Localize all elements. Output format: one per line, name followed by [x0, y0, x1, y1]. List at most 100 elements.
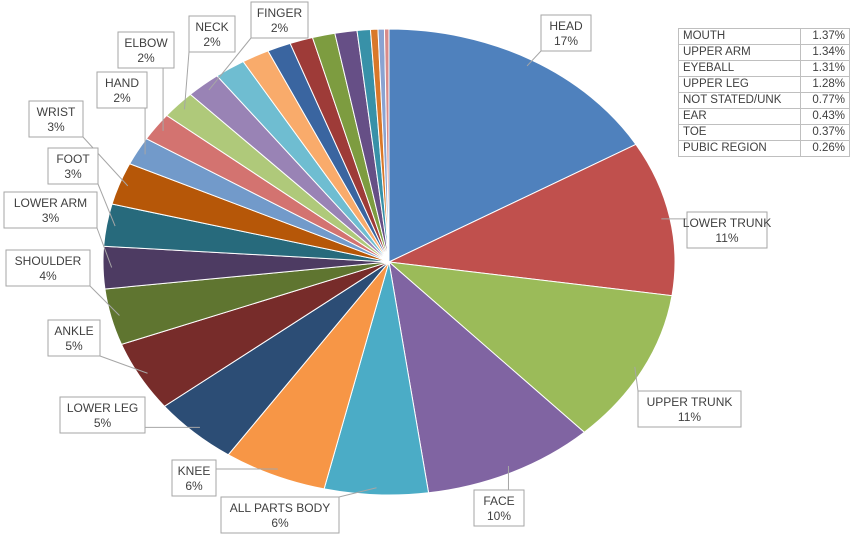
data-label-value: 6% — [185, 479, 203, 493]
table-row-ear: EAR 0.43% — [677, 108, 850, 125]
data-label-category: LOWER LEG — [67, 401, 138, 415]
data-label-category: HAND — [105, 76, 139, 90]
data-label-category: ELBOW — [124, 36, 168, 50]
leader-line-all-parts-body — [338, 487, 377, 498]
table-cell-label: UPPER LEG — [677, 76, 802, 93]
data-label-box — [637, 390, 742, 428]
table-cell-label: UPPER ARM — [677, 44, 802, 61]
data-label-category: WRIST — [37, 105, 76, 119]
table-row-mouth: MOUTH 1.37% — [677, 28, 850, 45]
table-cell-value: 0.77% — [800, 92, 850, 109]
data-label-value: 2% — [113, 91, 131, 105]
data-label-box — [540, 14, 592, 52]
pie-slices — [102, 28, 676, 496]
pie-slice-pubic-region — [383, 28, 390, 263]
table-cell-value: 1.31% — [800, 60, 850, 77]
data-label-box — [5, 249, 91, 287]
pie-slice-head — [388, 28, 637, 263]
leader-line-finger — [208, 37, 252, 91]
data-label-value: 5% — [94, 416, 112, 430]
pie-slice-lower-trunk — [387, 143, 676, 297]
data-label-category: UPPER TRUNK — [647, 395, 733, 409]
leader-line-head — [526, 50, 542, 67]
data-label-value: 2% — [271, 21, 289, 35]
table-row-not-stated-unk: NOT STATED/UNK 0.77% — [677, 92, 850, 109]
small-values-table: MOUTH 1.37% UPPER ARM 1.34% EYEBALL 1.31% UPPE… — [677, 28, 850, 157]
data-label-value: 6% — [271, 516, 289, 530]
data-label-value: 17% — [554, 34, 578, 48]
data-label-box — [47, 147, 99, 185]
data-label-category: ALL PARTS BODY — [230, 501, 330, 515]
data-label-box — [220, 496, 340, 534]
leader-line-shoulder — [89, 285, 120, 316]
data-label-category: SHOULDER — [15, 254, 82, 268]
leader-line-foot — [97, 183, 116, 227]
data-label-category: ANKLE — [54, 324, 93, 338]
table-cell-label: NOT STATED/UNK — [677, 92, 802, 109]
leader-line-wrist — [82, 136, 129, 187]
table-cell-value: 1.37% — [800, 28, 850, 45]
leader-line-lower-arm — [96, 227, 113, 268]
table-row-upper-leg: UPPER LEG 1.28% — [677, 76, 850, 93]
table-cell-value: 1.28% — [800, 76, 850, 93]
data-label-value: 3% — [42, 211, 60, 225]
table-cell-label: TOE — [677, 124, 802, 141]
data-label-box — [473, 489, 525, 527]
leader-line-neck — [183, 51, 190, 110]
data-label-category: FINGER — [257, 6, 303, 20]
data-label-box — [59, 396, 146, 434]
data-label-value: 4% — [39, 269, 57, 283]
data-label-box — [28, 100, 84, 138]
table-row-upper-arm: UPPER ARM 1.34% — [677, 44, 850, 61]
data-label-box — [96, 71, 148, 109]
table-cell-label: EYEBALL — [677, 60, 802, 77]
data-label-value: 3% — [64, 167, 82, 181]
data-label-box — [686, 211, 768, 249]
data-label-value: 10% — [487, 509, 511, 523]
data-label-box — [188, 15, 236, 53]
data-label-box — [3, 191, 98, 229]
data-label-value: 2% — [137, 51, 155, 65]
data-label-box — [47, 319, 101, 357]
leader-line-ankle — [99, 355, 148, 374]
table-row-pubic-region: PUBIC REGION 0.26% — [677, 140, 850, 157]
data-label-category: FOOT — [56, 152, 90, 166]
leader-lines — [82, 37, 687, 498]
table-cell-value: 1.34% — [800, 44, 850, 61]
data-label-category: LOWER TRUNK — [683, 216, 771, 230]
data-label-category: HEAD — [549, 19, 583, 33]
data-label-box — [117, 31, 175, 69]
data-label-category: LOWER ARM — [14, 196, 87, 210]
data-label-category: KNEE — [178, 464, 211, 478]
table-cell-label: PUBIC REGION — [677, 140, 802, 157]
data-label-category: NECK — [195, 20, 228, 34]
table-row-toe: TOE 0.37% — [677, 124, 850, 141]
pie-slice-upper-trunk — [387, 261, 673, 433]
table-row-eyeball: EYEBALL 1.31% — [677, 60, 850, 77]
data-label-box — [250, 1, 309, 39]
data-label-box — [171, 459, 217, 497]
pie-slice-face — [388, 260, 586, 494]
table-cell-value: 0.37% — [800, 124, 850, 141]
table-cell-value: 0.26% — [800, 140, 850, 157]
table-cell-value: 0.43% — [800, 108, 850, 125]
data-label-value: 3% — [47, 120, 65, 134]
data-label-value: 2% — [203, 35, 221, 49]
